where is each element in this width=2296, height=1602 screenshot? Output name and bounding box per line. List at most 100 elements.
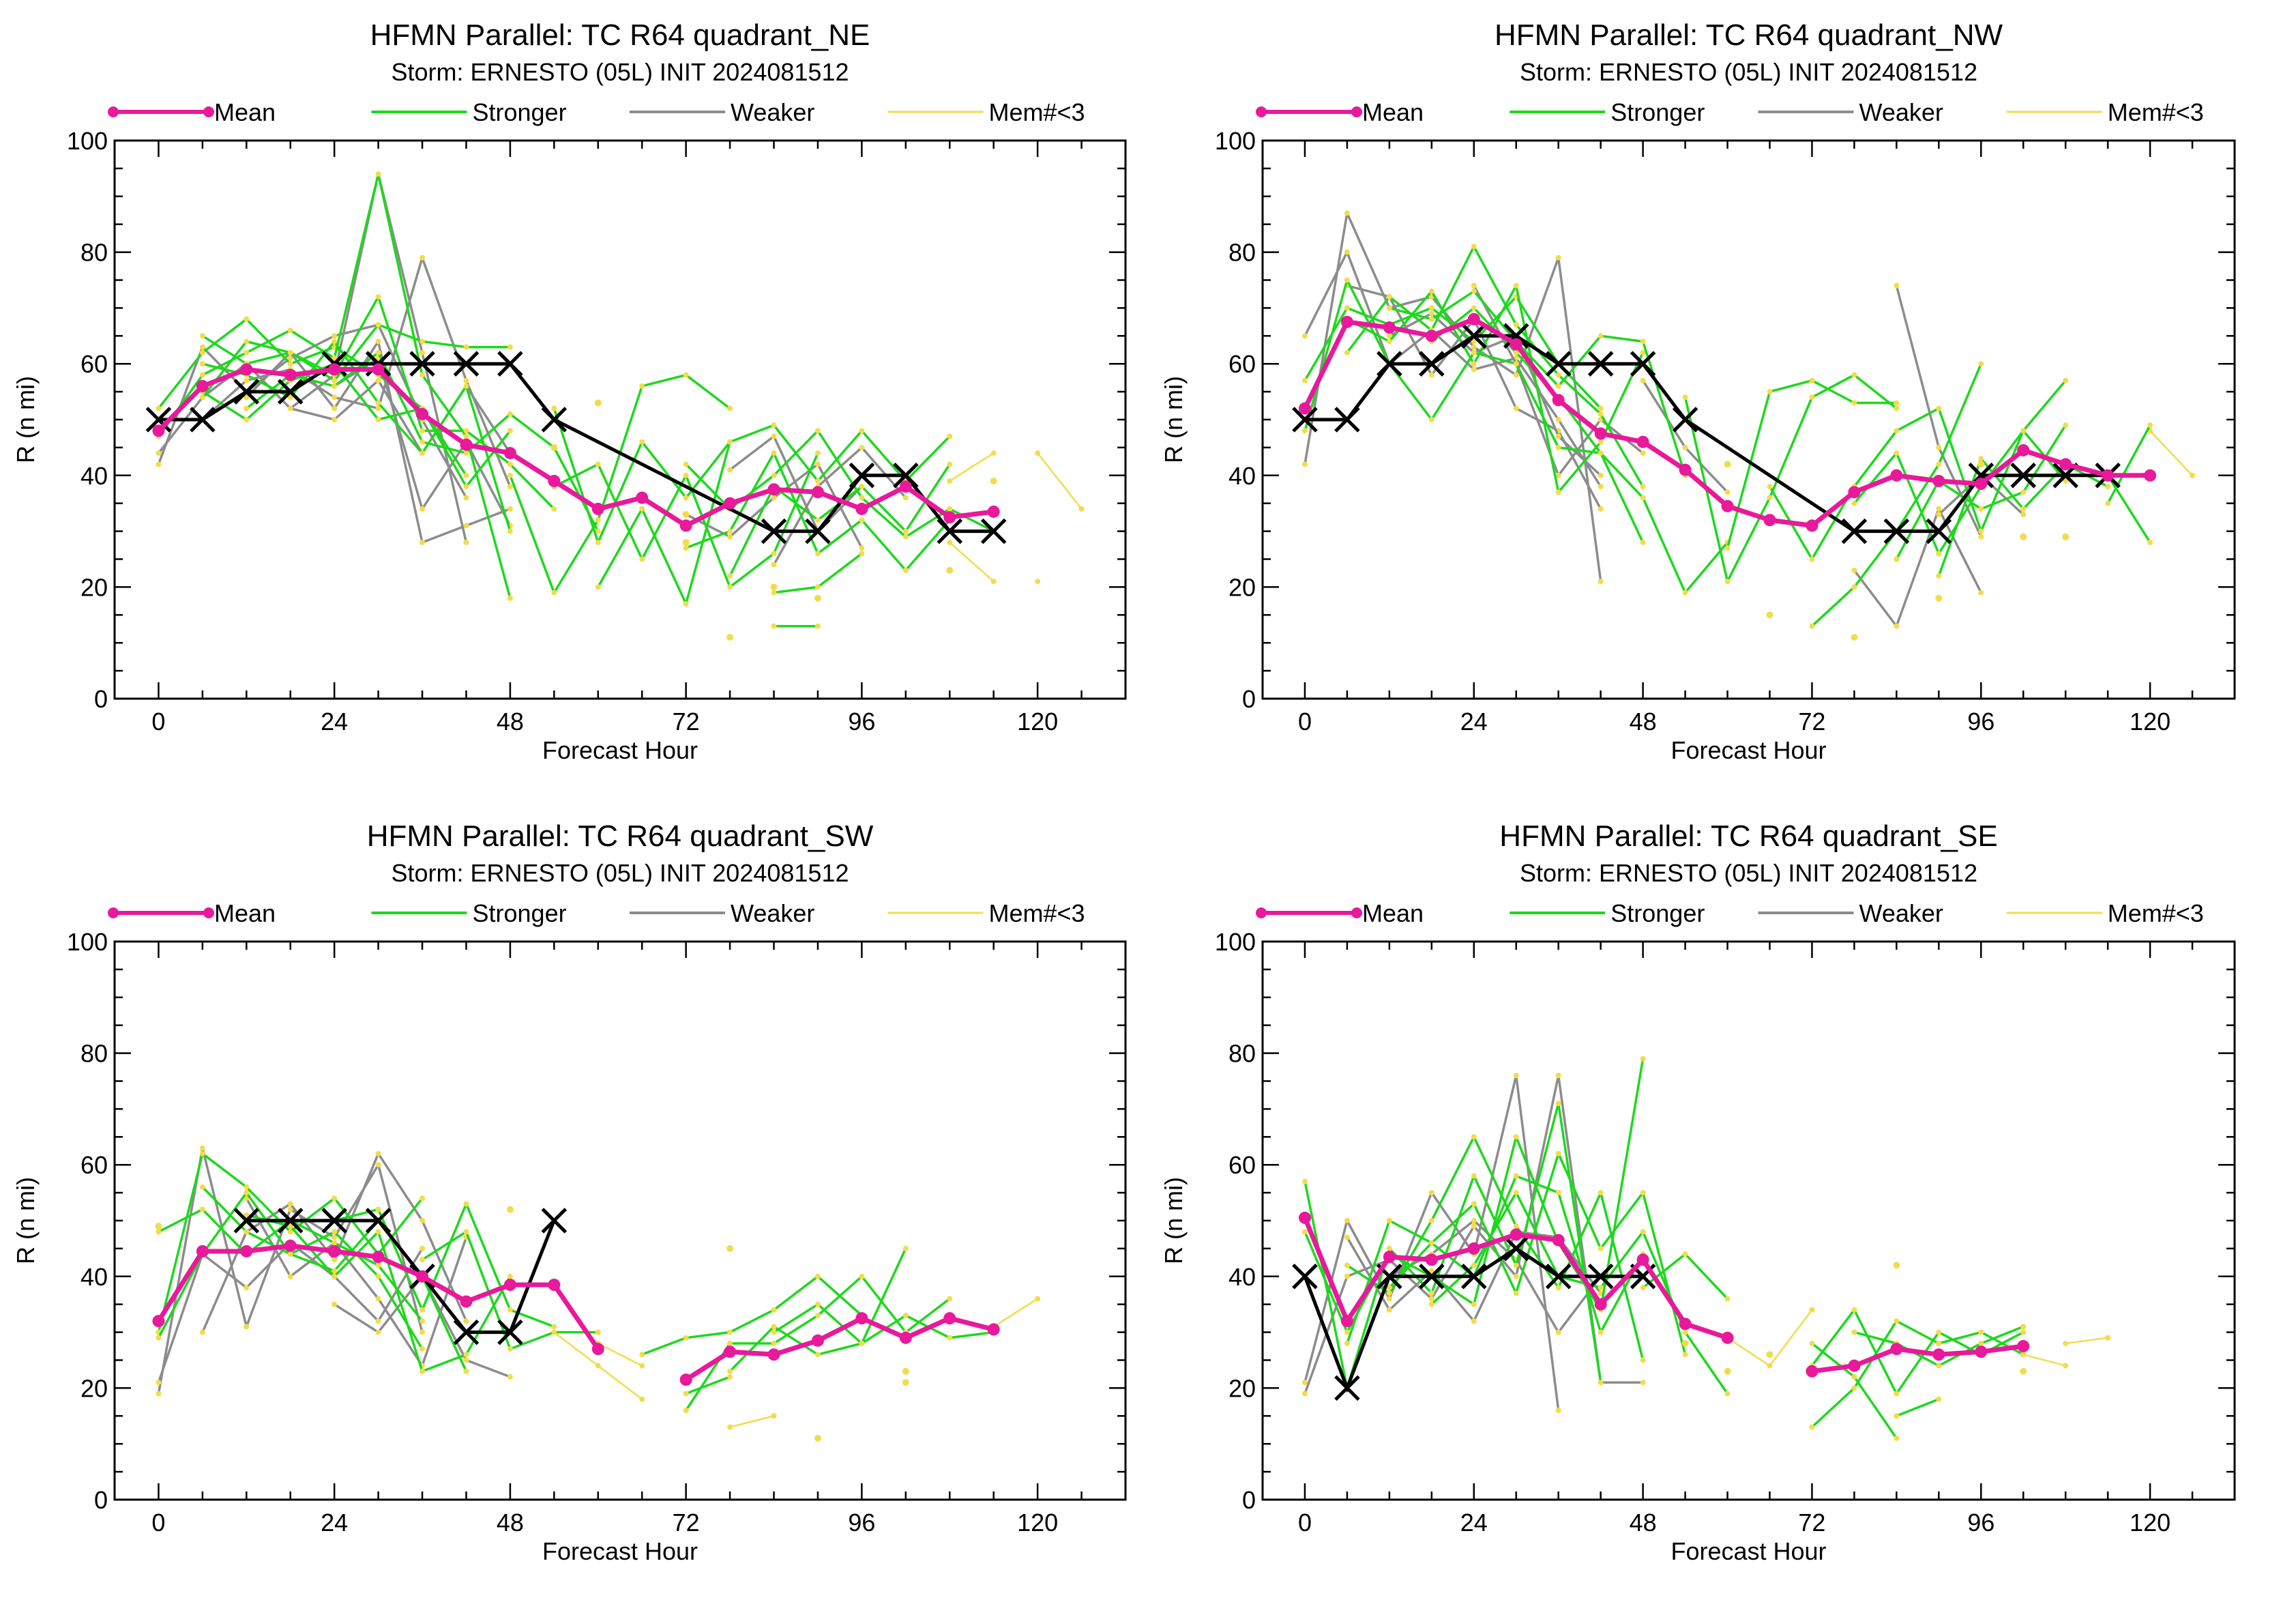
stronger-member-line-point [1640, 1055, 1646, 1062]
stronger-member-line-point [2020, 428, 2027, 434]
weaker-member-line-point [1936, 512, 1942, 518]
best-track-line [1305, 334, 2108, 534]
stronger-member-line-point [1724, 1296, 1731, 1302]
few-members-point [726, 1244, 734, 1252]
stronger-member-line-point [1386, 305, 1392, 311]
y-tick-label: 60 [80, 1151, 108, 1179]
weaker-member-line-point [1344, 249, 1350, 255]
stronger-member-line-point [1894, 450, 1900, 456]
stronger-member-line [1346, 284, 1645, 494]
stronger-member-line-point [1428, 305, 1434, 311]
stronger-member-line-point [1767, 495, 1773, 501]
stronger-member-line-point [156, 1229, 162, 1235]
x-axis-label: Forecast Hour [1671, 736, 1826, 764]
mean-point [372, 363, 385, 376]
stronger-member-line-point [2105, 500, 2111, 506]
y-tick-label: 40 [80, 1263, 108, 1291]
mean-point [2102, 469, 2115, 482]
stronger-member-line-point [1724, 545, 1731, 551]
stronger-member-line-point [507, 528, 513, 534]
best-track-marker [893, 463, 919, 489]
stronger-member-line-point [1640, 1357, 1646, 1363]
stronger-member-line-point [507, 1307, 513, 1313]
stronger-member-line [1683, 373, 1898, 583]
stronger-member-line-point [1428, 316, 1434, 322]
best-track-marker [2010, 463, 2036, 489]
stronger-member-line-point [1386, 294, 1392, 300]
few-members-point [990, 477, 997, 484]
x-tick-label: 96 [848, 1509, 875, 1537]
stronger-member-line-point [1301, 1178, 1308, 1184]
legend-label-few-members: Mem#<3 [2108, 98, 2204, 126]
stronger-member-line-point [507, 428, 513, 434]
stronger-member-line-point [287, 361, 293, 367]
legend-item-weaker: Weaker [1758, 899, 1943, 927]
few-members-point [1681, 1339, 1689, 1347]
best-track-marker-stroke [1292, 407, 1318, 433]
stronger-member-line-point [463, 344, 469, 350]
best-track-marker-stroke [761, 518, 787, 544]
mean-point [724, 1345, 737, 1358]
chart-panel-1: HFMN Parallel: TC R64 quadrant_NE Storm: … [12, 18, 1127, 764]
stronger-member-line-point [244, 1184, 250, 1190]
x-tick-label: 48 [497, 1509, 524, 1537]
few-members-point [594, 399, 602, 407]
weaker-member-line-point [1344, 1273, 1350, 1279]
stronger-member-line-point [814, 478, 821, 484]
weaker-member-line-point [375, 1162, 381, 1168]
stronger-member-line-point [463, 1352, 469, 1358]
stronger-member-line [1346, 245, 1645, 488]
x-tick-label: 0 [1298, 1509, 1312, 1537]
y-tick-label: 40 [1228, 1263, 1256, 1291]
few-members-point [1724, 461, 1731, 468]
stronger-member-line-point [1936, 405, 1942, 411]
weaker-member-line-point [463, 539, 469, 545]
stronger-member-line-point [1851, 372, 1857, 378]
legend-label-few-members: Mem#<3 [2108, 899, 2204, 927]
stronger-member-line-point [244, 417, 250, 422]
mean-point [1679, 463, 1692, 476]
stronger-member-line-point [1978, 456, 1984, 462]
weaker-member-line-point [771, 495, 777, 501]
chart-title: HFMN Parallel: TC R64 quadrant_NE [370, 18, 870, 52]
y-tick-label: 0 [94, 1486, 108, 1514]
stronger-member-line-point [287, 349, 293, 355]
best-track-marker-stroke [1334, 407, 1360, 433]
stronger-member-line-point [1894, 556, 1900, 562]
stronger-member-line-point [639, 506, 645, 512]
stronger-member-line-point [1809, 623, 1815, 629]
weaker-member-line-point [287, 1273, 293, 1279]
stronger-member-line-point [1513, 1190, 1519, 1196]
weaker-member-line-point [1428, 310, 1434, 317]
stronger-member-line-point [375, 321, 381, 327]
mean-point [1510, 1228, 1522, 1241]
legend-item-mean: Mean [108, 98, 276, 126]
stronger-member-line-point [244, 405, 250, 411]
mean-point [1763, 514, 1776, 527]
best-track-marker-stroke [1926, 518, 1952, 544]
weaker-member-line-point [1386, 1307, 1392, 1313]
few-members-line-point [990, 579, 997, 585]
y-tick-label: 20 [1228, 573, 1256, 601]
few-members-line-point [1035, 1296, 1041, 1302]
mean-point [284, 1239, 297, 1252]
best-track-marker [980, 518, 1007, 544]
best-track-marker [1461, 1264, 1487, 1290]
stronger-member-line-point [1724, 579, 1731, 585]
weaker-member-line-point [1936, 444, 1942, 450]
x-tick-label: 120 [2130, 1509, 2170, 1537]
stronger-member-line-point [1555, 383, 1561, 389]
stronger-member-line-point [507, 411, 513, 417]
stronger-member-line-point [1344, 1329, 1350, 1335]
stronger-member-line-point [771, 1324, 777, 1330]
legend-marker [203, 907, 214, 918]
stronger-member-line-point [420, 1346, 426, 1352]
mean-point [328, 1244, 341, 1257]
best-track-marker-stroke [1334, 1375, 1360, 1401]
chart-subtitle: Storm: ERNESTO (05L) INIT 2024081512 [1520, 58, 1977, 86]
chart-panel-2: HFMN Parallel: TC R64 quadrant_NW Storm: … [1160, 18, 2236, 764]
stronger-member-line-point [332, 1240, 338, 1246]
stronger-member-line-point [1428, 1218, 1434, 1223]
mean-point [767, 1348, 780, 1361]
weaker-member-line [158, 173, 468, 543]
